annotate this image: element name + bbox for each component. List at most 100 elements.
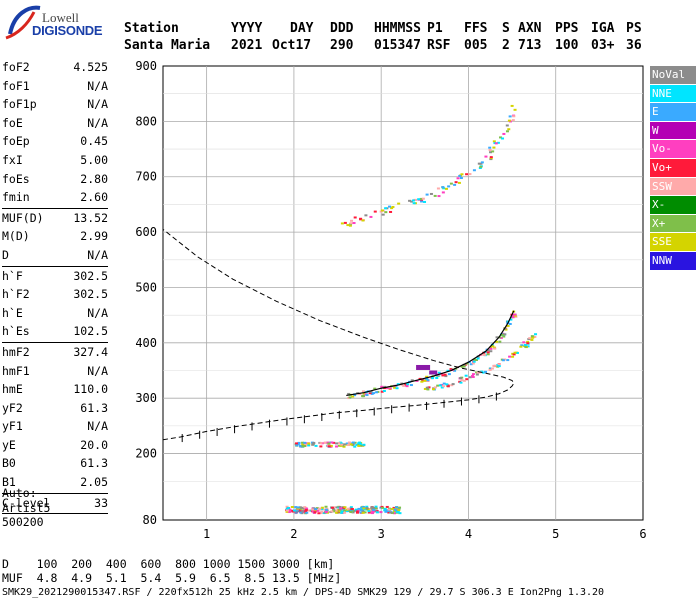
param-value: 327.4 [73, 344, 108, 359]
param-row: foE N/A [2, 114, 108, 133]
legend-item-vo: Vo- [650, 140, 696, 158]
echo-f2-mark [348, 396, 352, 399]
param-key: yF1 [2, 419, 23, 434]
echo-f2-mark [380, 390, 384, 393]
echo-2hop-mark [457, 181, 461, 184]
echo-f2-mark [486, 353, 490, 356]
param-value: 61.3 [80, 456, 108, 471]
echo-2hop-mark [343, 221, 347, 224]
echo-e-mark [348, 441, 352, 444]
echo-2hop-mark [472, 169, 476, 172]
echo-es-mark [367, 510, 371, 513]
header-value-11: 36 [626, 38, 642, 53]
param-row: B1 2.05 [2, 473, 108, 492]
echo-2hop-mark [369, 215, 373, 218]
echo-es-mark [300, 506, 304, 509]
echo-2hop-mark [502, 132, 506, 135]
echo-es-mark [320, 508, 324, 511]
echo-e-mark [353, 441, 357, 444]
echo-f2-mark [365, 394, 369, 397]
echo-es-mark [312, 507, 316, 510]
echo-2hop-mark [453, 183, 457, 186]
echo-es-mark [394, 509, 398, 512]
param-value: N/A [87, 115, 108, 130]
header-value-4: 015347 [374, 38, 421, 53]
echo-f2-mark [393, 386, 397, 389]
echo-es-mark [392, 506, 396, 509]
param-value: 2.99 [80, 229, 108, 244]
echo-es-mark [338, 508, 342, 511]
echo-2hop-mark [479, 162, 483, 165]
param-row: fxI 5.00 [2, 151, 108, 170]
param-value: 110.0 [73, 382, 108, 397]
param-row: foF1p N/A [2, 95, 108, 114]
echo-es-mark [332, 506, 336, 509]
echo-es-mark [383, 509, 387, 512]
echo-es-mark [387, 511, 391, 514]
legend-item-nnw: NNW [650, 251, 696, 270]
param-value: N/A [87, 78, 108, 93]
echo-x-mark [423, 387, 427, 390]
echo-f2-mark [444, 375, 448, 378]
echo-f2-mark [502, 335, 506, 338]
echo-f2-mark [400, 383, 404, 386]
echo-x-mark [497, 365, 501, 368]
echo-es-mark [288, 508, 292, 511]
echo-es-mark [323, 508, 327, 511]
header-label-8: AXN [518, 21, 542, 36]
echo-es-mark [335, 511, 339, 514]
echo-e-mark [357, 442, 361, 445]
header-label-4: HHMMSS [374, 21, 421, 36]
echo-e-mark [339, 444, 343, 447]
echo-2hop-mark [397, 202, 401, 205]
echo-es-mark [351, 511, 355, 514]
echo-2hop-mark [441, 186, 445, 189]
echo-2hop-mark [501, 137, 505, 140]
echo-x-mark [496, 365, 500, 368]
echo-x-mark [484, 370, 488, 373]
param-separator [2, 265, 108, 267]
echo-f2-mark [486, 349, 490, 352]
echo-f2-mark [420, 380, 424, 383]
echo-2hop-mark [491, 150, 495, 153]
param-row: foF2 4.525 [2, 58, 108, 77]
echo-f2-mark [383, 385, 387, 388]
echo-2hop-mark [410, 200, 414, 203]
echo-f2-mark [480, 353, 484, 356]
echo-es-mark [361, 511, 365, 514]
echo-2hop-mark [492, 146, 496, 149]
echo-f2-mark [513, 314, 517, 317]
echo-2hop-mark [449, 182, 453, 185]
echo-2hop-mark [379, 210, 383, 213]
echo-2hop-mark [421, 197, 425, 200]
echo-x-mark [506, 359, 510, 362]
echo-f2-mark [375, 391, 379, 394]
echo-es-mark [367, 511, 371, 514]
param-value: N/A [87, 247, 108, 262]
echo-es-mark [349, 507, 353, 510]
param-value: N/A [87, 305, 108, 320]
echo-es-mark [371, 506, 375, 509]
echo-2hop-mark [492, 140, 496, 143]
echo-2hop-mark [488, 146, 492, 149]
param-key: h`Es [2, 324, 30, 339]
echo-2hop-mark [513, 108, 517, 111]
echo-x-mark [522, 341, 526, 344]
echo-f2-mark [498, 336, 502, 339]
echo-2hop-mark [479, 165, 483, 168]
echo-e-mark [349, 443, 353, 446]
echo-es-mark [339, 511, 343, 514]
echo-es-mark [314, 508, 318, 511]
echo-x-mark [438, 384, 442, 387]
echo-es-mark [324, 505, 328, 508]
param-value: 13.52 [73, 210, 108, 225]
logo-swoosh-icon [5, 5, 41, 40]
y-tick-label: 600 [135, 225, 157, 239]
echo-e-mark [299, 445, 303, 448]
digisonde-logo: Lowell DIGISONDE [4, 4, 114, 40]
echo-es-mark [365, 508, 369, 511]
echo-e-mark [332, 441, 336, 444]
param-row: D N/A [2, 246, 108, 265]
f2-trace-line [346, 310, 515, 397]
echo-2hop-mark [420, 200, 424, 203]
